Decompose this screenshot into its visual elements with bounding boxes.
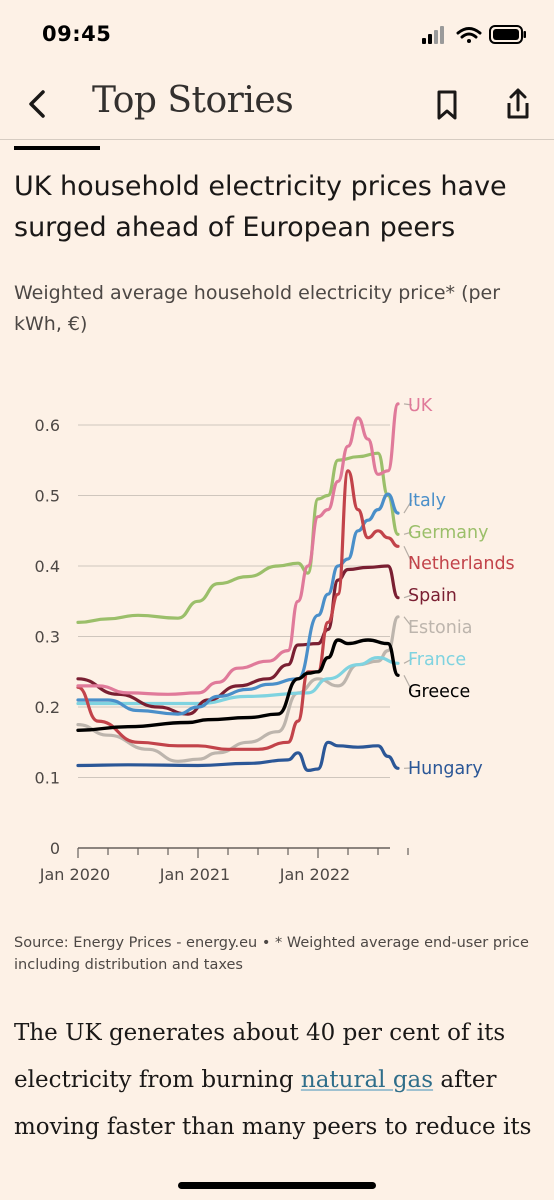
status-icons xyxy=(422,25,526,44)
series-line-greece xyxy=(76,638,400,732)
y-tick-label: 0 xyxy=(50,839,60,858)
wifi-icon xyxy=(456,27,482,43)
series-line-spain xyxy=(76,564,400,716)
series-label-germany: Germany xyxy=(408,523,488,543)
chart-series xyxy=(76,402,400,772)
y-tick-label: 0.1 xyxy=(35,769,60,788)
y-tick-label: 0.3 xyxy=(35,628,60,647)
series-line-hungary xyxy=(76,740,400,772)
series-labels: UK Italy Germany Netherlands Spain Estonia Fra… xyxy=(403,396,515,779)
share-icon xyxy=(507,88,529,119)
back-button[interactable] xyxy=(18,84,58,124)
label-leader-uk xyxy=(403,403,413,406)
article-headline: UK household electricity prices have sur… xyxy=(14,171,507,243)
chevron-left-icon xyxy=(29,90,45,118)
natural-gas-link[interactable]: natural gas xyxy=(300,1067,434,1093)
series-label-netherlands: Netherlands xyxy=(408,554,515,574)
label-leader-france xyxy=(403,658,413,664)
battery-icon xyxy=(489,25,526,44)
chart-source-note: Source: Energy Prices - energy.eu • * We… xyxy=(14,935,529,973)
x-tick-label: Jan 2021 xyxy=(159,865,230,884)
series-line-germany xyxy=(76,451,400,624)
label-leader-netherlands xyxy=(403,546,413,564)
nav-divider xyxy=(0,139,554,140)
signal-icon xyxy=(422,26,444,44)
y-axis-ticks: 0 0.1 0.2 0.3 0.4 0.5 0.6 xyxy=(35,416,60,858)
series-line-uk xyxy=(76,402,400,696)
x-tick-label: Jan 2020 xyxy=(39,865,110,884)
series-label-uk: UK xyxy=(408,396,433,416)
share-button[interactable] xyxy=(500,84,536,124)
line-chart: 00.10.20.30.40.50.6 Jan 2020 Jan 2021 Jan … xyxy=(35,396,515,884)
headline-accent-rule xyxy=(14,146,100,150)
body-text-end: after moving faster than many peers to r… xyxy=(14,1067,532,1140)
series-label-greece: Greece xyxy=(408,682,470,702)
bookmark-icon xyxy=(437,90,457,120)
page-title: Top Stories xyxy=(92,80,294,121)
series-line-france xyxy=(76,656,400,706)
article-body-paragraph: The UK generates about 40 per cent of it… xyxy=(14,1010,544,1151)
label-leader-italy xyxy=(403,499,413,514)
x-tick-label: Jan 2022 xyxy=(279,865,350,884)
status-time: 09:45 xyxy=(42,22,112,46)
status-bar: 09:45 xyxy=(0,0,554,70)
series-label-estonia: Estonia xyxy=(408,618,472,638)
bookmark-button[interactable] xyxy=(430,86,464,124)
y-tick-label: 0.2 xyxy=(35,698,60,717)
series-label-spain: Spain xyxy=(408,586,457,606)
label-leader-spain xyxy=(403,594,413,599)
nav-bar: Top Stories xyxy=(0,70,554,140)
x-axis: Jan 2020 Jan 2021 Jan 2022 xyxy=(39,848,409,884)
y-tick-label: 0.6 xyxy=(35,416,60,435)
chart-gridlines xyxy=(78,424,390,849)
series-label-hungary: Hungary xyxy=(408,759,483,779)
label-leader-greece xyxy=(403,675,413,692)
chart-subtitle: Weighted average household electricity p… xyxy=(14,282,501,335)
body-text-start: The UK generates about 40 per cent of it… xyxy=(14,1020,506,1093)
series-line-estonia xyxy=(76,615,400,763)
y-tick-label: 0.4 xyxy=(35,557,60,576)
series-line-italy xyxy=(76,492,400,716)
series-label-france: France xyxy=(408,650,466,670)
series-label-italy: Italy xyxy=(408,491,446,511)
label-leader-germany xyxy=(403,531,413,535)
label-leader-estonia xyxy=(403,616,413,628)
home-indicator xyxy=(178,1182,376,1189)
y-tick-label: 0.5 xyxy=(35,487,60,506)
